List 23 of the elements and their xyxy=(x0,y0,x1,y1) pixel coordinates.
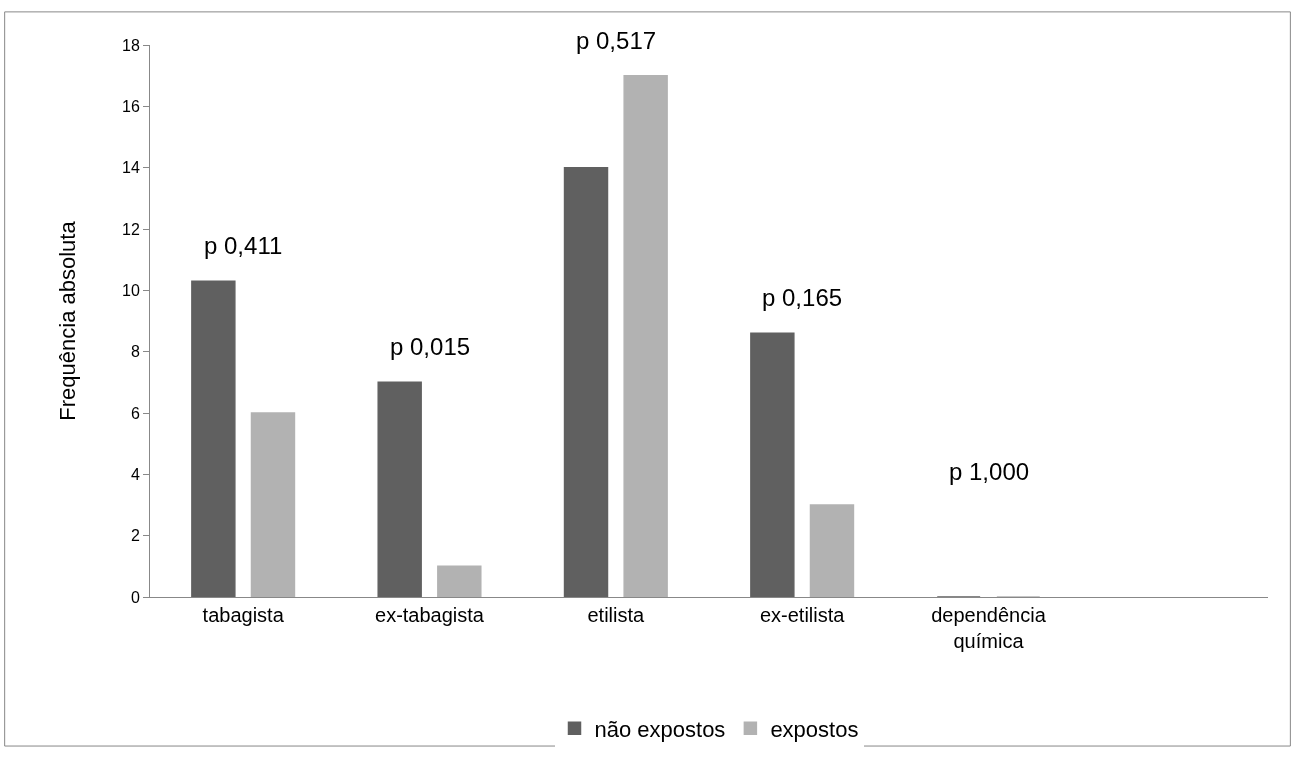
y-tick-label: 16 xyxy=(122,97,140,115)
x-tick-label: etilista xyxy=(587,604,646,626)
y-tick-label: 18 xyxy=(122,36,140,54)
y-tick-label: 14 xyxy=(122,159,140,177)
annotation: p 0,411 xyxy=(204,232,283,259)
y-tick-label: 8 xyxy=(130,343,140,361)
y-tick-label: 0 xyxy=(130,588,140,606)
annotation: p 0,165 xyxy=(762,284,843,311)
annotation: p 1,000 xyxy=(949,458,1030,485)
x-tick-label: tabagista xyxy=(202,604,285,626)
y-tick-label: 4 xyxy=(130,465,140,483)
x-tick-label: dependência química xyxy=(931,604,1047,652)
x-tick-label: ex-etilista xyxy=(759,604,846,626)
y-axis-title: Frequência absoluta xyxy=(54,220,80,421)
y-tick-label: 10 xyxy=(122,281,140,299)
y-tick-label: 2 xyxy=(130,527,140,545)
legend-label: não expostos xyxy=(594,716,726,742)
annotation: p 0,015 xyxy=(390,333,471,360)
y-tick-label: 6 xyxy=(130,404,140,422)
legend-label: expostos xyxy=(770,716,859,742)
annotation: p 0,517 xyxy=(576,27,657,54)
y-tick-label: 12 xyxy=(122,220,140,238)
x-tick-label: ex-tabagista xyxy=(375,604,485,626)
